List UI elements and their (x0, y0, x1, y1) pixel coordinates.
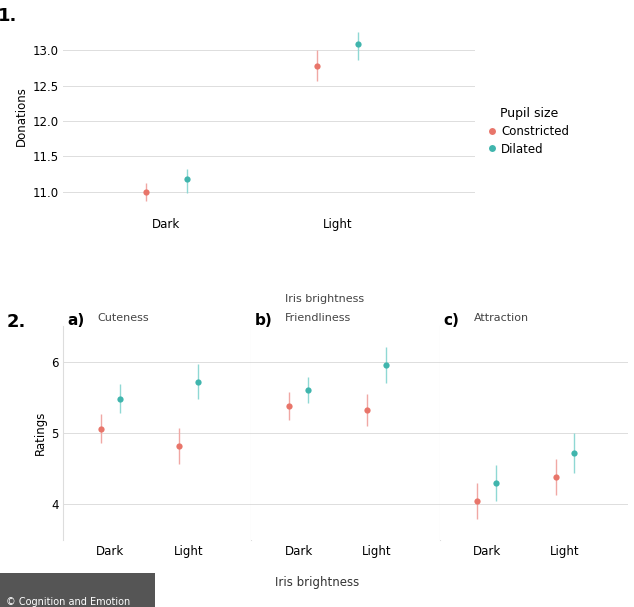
Text: © Cognition and Emotion: © Cognition and Emotion (6, 597, 131, 607)
Y-axis label: Donations: Donations (15, 86, 29, 146)
Text: Attraction: Attraction (474, 313, 529, 323)
Text: b): b) (256, 313, 273, 328)
Text: 1.: 1. (0, 7, 17, 24)
Text: Friendliness: Friendliness (285, 313, 352, 323)
Y-axis label: Ratings: Ratings (34, 411, 47, 455)
Text: Iris brightness: Iris brightness (275, 576, 359, 589)
Text: a): a) (67, 313, 84, 328)
Text: c): c) (443, 313, 459, 328)
Text: Cuteness: Cuteness (97, 313, 149, 323)
Legend: Constricted, Dilated: Constricted, Dilated (489, 107, 569, 155)
Text: Iris brightness: Iris brightness (285, 294, 365, 304)
Text: 2.: 2. (7, 313, 27, 331)
